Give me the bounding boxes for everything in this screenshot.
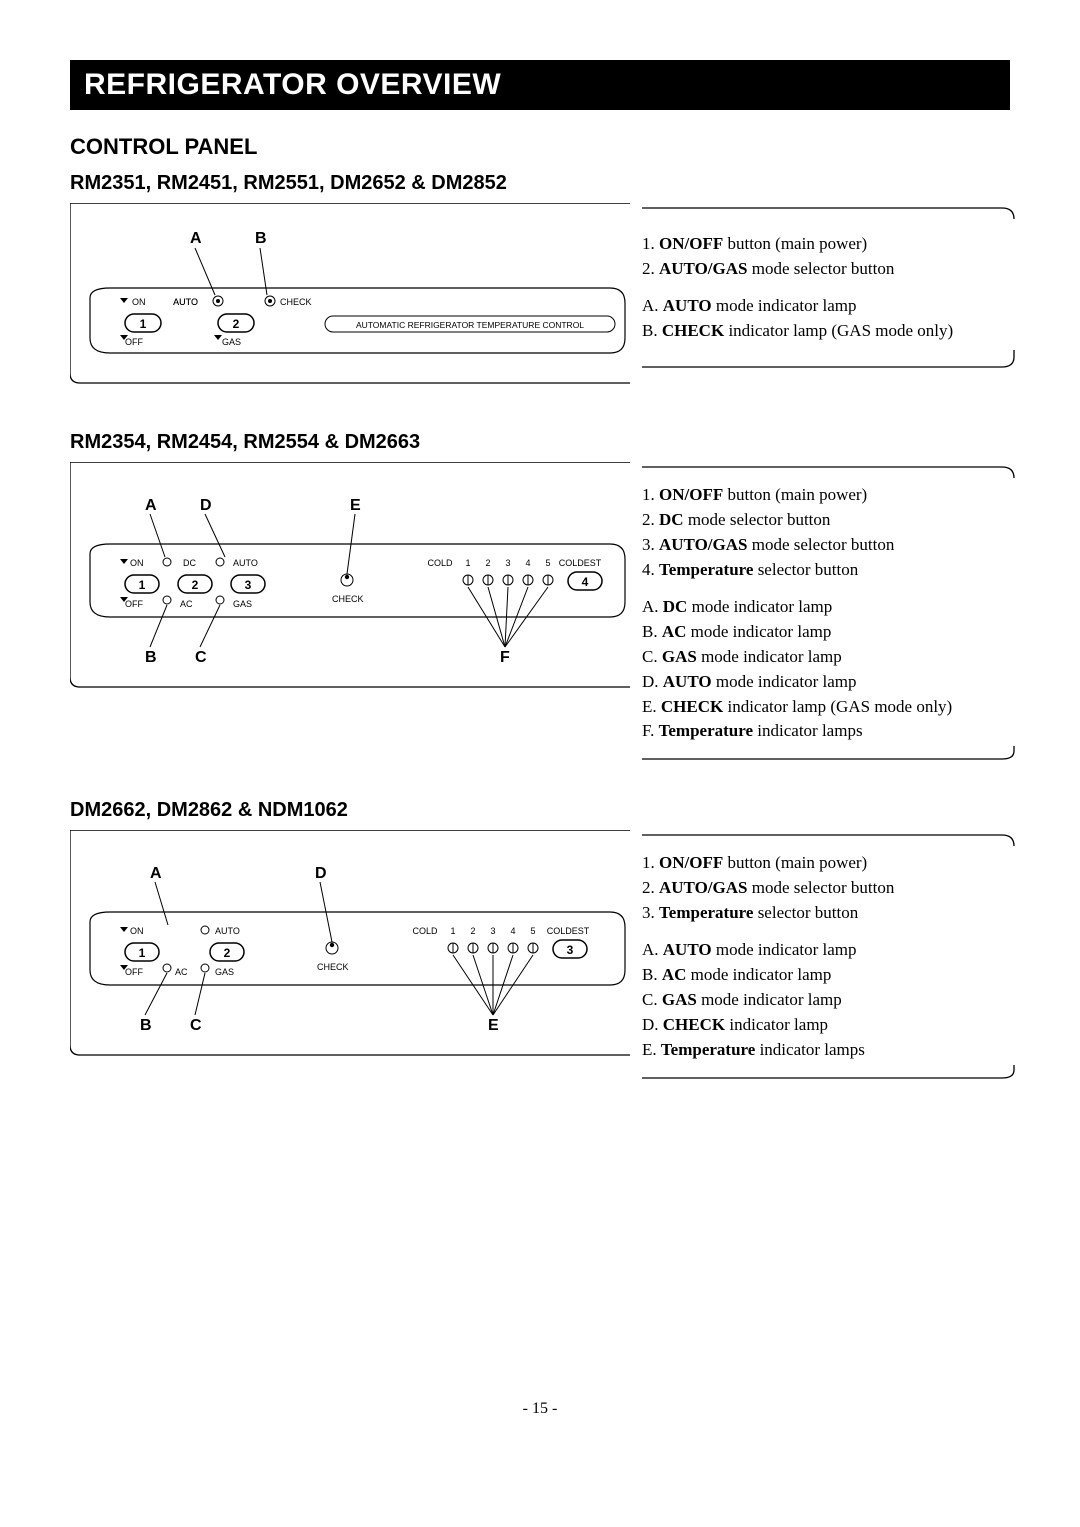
panel1-legend: 1. ON/OFF button (main power) 2. AUTO/GA… (642, 203, 1022, 369)
svg-text:3: 3 (490, 926, 495, 936)
model-heading-3: DM2662, DM2862 & NDM1062 (70, 799, 1010, 822)
svg-text:AUTOMATIC REFRIGERATOR TEMPERA: AUTOMATIC REFRIGERATOR TEMPERATURE CONTR… (356, 320, 584, 330)
svg-text:C: C (190, 1017, 202, 1034)
svg-text:DC: DC (183, 558, 196, 568)
svg-text:1: 1 (139, 578, 146, 592)
svg-text:4: 4 (510, 926, 515, 936)
page-title: REFRIGERATOR OVERVIEW (70, 60, 1010, 110)
svg-text:AUTO: AUTO (173, 297, 198, 307)
svg-text:5: 5 (545, 558, 550, 568)
panel2-diagram: A D E 1 ON OFF 2 DC (70, 462, 630, 692)
svg-text:B: B (255, 230, 267, 247)
svg-text:OFF: OFF (125, 337, 143, 347)
svg-text:ON: ON (130, 926, 144, 936)
svg-text:GAS: GAS (233, 599, 252, 609)
svg-text:1: 1 (140, 317, 147, 331)
svg-text:ON: ON (130, 558, 144, 568)
svg-text:COLD: COLD (427, 558, 453, 568)
svg-text:D: D (200, 497, 212, 514)
panel-3: A D 1 ON OFF AC 2 AUTO (70, 830, 1010, 1080)
svg-text:GAS: GAS (222, 337, 241, 347)
svg-text:COLDEST: COLDEST (547, 926, 590, 936)
svg-text:AC: AC (175, 967, 188, 977)
svg-text:4: 4 (525, 558, 530, 568)
svg-text:D: D (315, 865, 327, 882)
svg-text:A: A (145, 497, 157, 514)
svg-text:CHECK: CHECK (332, 594, 364, 604)
svg-text:COLD: COLD (412, 926, 438, 936)
svg-text:1: 1 (139, 946, 146, 960)
svg-text:B: B (145, 649, 157, 666)
section-heading: CONTROL PANEL (70, 134, 1010, 160)
svg-text:E: E (350, 497, 361, 514)
page-number: - 15 - (70, 1400, 1010, 1418)
panel2-legend: 1. ON/OFF button (main power) 2. DC mode… (642, 462, 1022, 761)
svg-text:1: 1 (465, 558, 470, 568)
svg-text:AUTO: AUTO (215, 926, 240, 936)
svg-text:CHECK: CHECK (280, 297, 312, 307)
svg-text:AC: AC (180, 599, 193, 609)
svg-text:2: 2 (470, 926, 475, 936)
svg-text:5: 5 (530, 926, 535, 936)
panel-1: A B 1 ON OFF AUTO AUTO 2 GAS CHECK (70, 203, 1010, 393)
panel-2: A D E 1 ON OFF 2 DC (70, 462, 1010, 761)
panel1-diagram: A B 1 ON OFF AUTO AUTO 2 GAS CHECK (70, 203, 630, 393)
svg-text:2: 2 (485, 558, 490, 568)
svg-text:C: C (195, 649, 207, 666)
svg-text:2: 2 (233, 317, 240, 331)
svg-text:CHECK: CHECK (317, 962, 349, 972)
svg-text:AUTO: AUTO (233, 558, 258, 568)
svg-text:E: E (488, 1017, 499, 1034)
svg-text:F: F (500, 649, 510, 666)
panel3-diagram: A D 1 ON OFF AC 2 AUTO (70, 830, 630, 1060)
svg-text:2: 2 (224, 946, 231, 960)
svg-text:3: 3 (567, 943, 574, 957)
svg-text:GAS: GAS (215, 967, 234, 977)
svg-text:ON: ON (132, 297, 146, 307)
svg-text:B: B (140, 1017, 152, 1034)
svg-text:4: 4 (582, 575, 589, 589)
svg-text:COLDEST: COLDEST (559, 558, 602, 568)
svg-text:A: A (190, 230, 202, 247)
svg-text:OFF: OFF (125, 599, 143, 609)
svg-text:3: 3 (505, 558, 510, 568)
svg-text:A: A (150, 865, 162, 882)
svg-text:OFF: OFF (125, 967, 143, 977)
model-heading-2: RM2354, RM2454, RM2554 & DM2663 (70, 431, 1010, 454)
svg-text:2: 2 (192, 578, 199, 592)
svg-text:3: 3 (245, 578, 252, 592)
panel3-legend: 1. ON/OFF button (main power) 2. AUTO/GA… (642, 830, 1022, 1080)
model-heading-1: RM2351, RM2451, RM2551, DM2652 & DM2852 (70, 172, 1010, 195)
svg-text:1: 1 (450, 926, 455, 936)
